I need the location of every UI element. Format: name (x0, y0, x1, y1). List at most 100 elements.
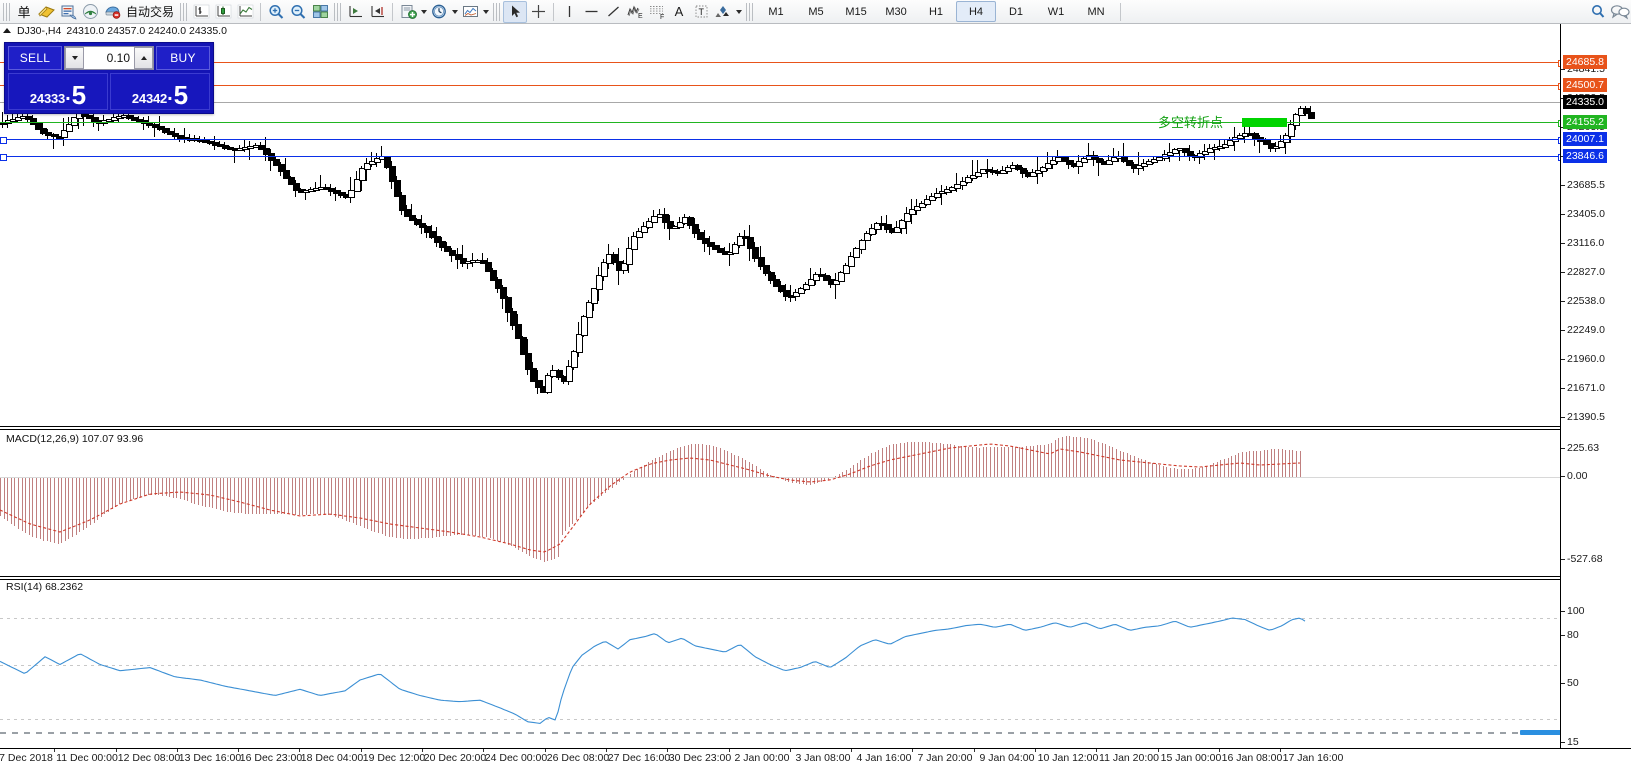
candle-body (388, 165, 396, 183)
volume-input[interactable]: 0.10 (84, 47, 134, 69)
horizontal-line-icon[interactable] (580, 2, 602, 22)
rsi-line (0, 617, 1306, 724)
new-order-icon[interactable]: 单 (17, 6, 31, 21)
crosshair-icon[interactable] (527, 2, 549, 22)
volume-increase-icon[interactable] (134, 47, 153, 69)
level-line-24155[interactable] (0, 120, 1565, 127)
level-line-24685[interactable] (0, 60, 1565, 67)
tile-windows-icon[interactable] (309, 2, 331, 22)
price-level-label[interactable]: 24685.8 (1563, 55, 1607, 69)
signals-icon[interactable] (79, 2, 101, 22)
elliott-wave-icon[interactable]: E (624, 2, 646, 22)
level-line-24500[interactable] (0, 83, 1565, 90)
sell-price-box[interactable]: 24333 . 5 (8, 73, 108, 110)
auto-scroll-icon[interactable] (366, 2, 388, 22)
candlestick (515, 37, 523, 426)
shapes-dropdown-icon[interactable] (734, 2, 743, 22)
macd-histogram-bar (907, 442, 909, 477)
toolbar-grip-5[interactable] (746, 2, 754, 21)
timeframe-m5[interactable]: M5 (808, 5, 824, 18)
rsi-plot[interactable] (0, 582, 1560, 726)
templates-dropdown-icon[interactable] (481, 2, 490, 22)
text-icon[interactable]: A (674, 4, 684, 19)
price-level-label[interactable]: 24007.1 (1563, 132, 1607, 146)
text-label-icon[interactable]: T (690, 2, 712, 22)
cursor-icon[interactable] (503, 0, 528, 23)
buy-button[interactable]: BUY (156, 46, 210, 70)
volume-stepper[interactable]: 0.10 (64, 46, 154, 70)
macd-plot[interactable] (0, 432, 1560, 577)
timeframe-m1[interactable]: M1 (768, 5, 784, 18)
vertical-line-icon[interactable] (558, 2, 580, 22)
candle-body (70, 117, 78, 126)
zoom-out-icon[interactable] (287, 2, 309, 22)
macd-histogram-bar (1296, 450, 1297, 477)
timeframe-mn[interactable]: MN (1087, 5, 1105, 18)
candle-wick (17, 111, 19, 123)
templates-icon[interactable] (459, 2, 481, 22)
macd-histogram-bar (532, 477, 534, 558)
fibonacci-icon[interactable]: F (646, 2, 668, 22)
timeframe-m30[interactable]: M30 (885, 5, 907, 18)
add-indicator-icon[interactable] (397, 2, 419, 22)
candlestick-chart-icon[interactable] (212, 2, 234, 22)
chart-symbol-label: DJ30-,H4 (17, 24, 62, 37)
chat-icon[interactable] (1609, 2, 1631, 22)
zoom-in-icon[interactable] (265, 2, 287, 22)
sell-button[interactable]: SELL (8, 46, 62, 70)
toolbar-grip[interactable] (3, 2, 10, 21)
macd-histogram-bar (828, 477, 829, 480)
timeframe-w1[interactable]: W1 (1047, 5, 1065, 18)
macd-histogram-bar (291, 477, 293, 515)
scrollbar-track[interactable] (0, 732, 1631, 734)
candlestick (934, 37, 942, 426)
toolbar-grip-4[interactable] (493, 2, 501, 21)
price-level-label[interactable]: 23846.6 (1563, 149, 1607, 163)
periods-dropdown-icon[interactable] (450, 2, 459, 22)
toolbar-grip-2[interactable] (180, 2, 188, 21)
timeframe-h4[interactable]: H4 (956, 1, 997, 22)
price-scale[interactable]: 24841.524552.524263.523974.523685.523405… (1560, 24, 1631, 772)
price-level-label[interactable]: 24335.0 (1563, 95, 1607, 109)
buy-price-box[interactable]: 24342 . 5 (110, 73, 210, 110)
periods-icon[interactable] (428, 2, 450, 22)
price-level-label[interactable]: 24155.2 (1563, 115, 1607, 129)
candle-body (969, 174, 977, 180)
market-book-icon[interactable] (57, 2, 79, 22)
price-chart-plot[interactable] (0, 37, 1560, 426)
macd-histogram-bar (1105, 444, 1107, 477)
price-level-label[interactable]: 24500.7 (1563, 78, 1607, 92)
search-icon[interactable] (1587, 2, 1609, 22)
timeframe-m15[interactable]: M15 (845, 5, 867, 18)
candle-body (398, 194, 406, 211)
macd-histogram-bar (1029, 446, 1031, 477)
timeframe-d1[interactable]: D1 (1008, 5, 1024, 18)
shapes-icon[interactable] (712, 2, 734, 22)
expand-triangle-icon[interactable] (3, 28, 11, 33)
candlestick (813, 37, 821, 426)
level-line-24007[interactable] (0, 137, 1565, 144)
candlestick (747, 37, 755, 426)
candlestick (257, 37, 265, 426)
level-line-23846[interactable] (0, 154, 1565, 161)
time-scale[interactable]: 7 Dec 2018 11 Dec 00:00 12 Dec 08:00 13 Dec… (0, 748, 1631, 775)
macd-histogram-bar (1141, 459, 1143, 477)
macd-histogram-bar (356, 477, 358, 525)
timeframe-h1[interactable]: H1 (928, 5, 944, 18)
horizontal-scrollbar[interactable] (0, 726, 1631, 740)
auto-trading-icon[interactable] (101, 2, 123, 22)
bar-chart-icon[interactable] (190, 2, 212, 22)
add-indicator-dropdown-icon[interactable] (419, 2, 428, 22)
macd-histogram-bar (1245, 451, 1247, 477)
expert-advisors-icon[interactable] (35, 2, 57, 22)
candlestick (1292, 37, 1300, 426)
chart-shift-icon[interactable] (344, 2, 366, 22)
candlestick (585, 37, 593, 426)
line-chart-icon[interactable] (234, 2, 256, 22)
candle-body (1020, 168, 1028, 174)
volume-decrease-icon[interactable] (65, 47, 84, 69)
toolbar-grip-3[interactable] (334, 2, 342, 21)
candlestick (1050, 37, 1058, 426)
macd-histogram-bar (417, 477, 419, 539)
trendline-icon[interactable] (602, 2, 624, 22)
